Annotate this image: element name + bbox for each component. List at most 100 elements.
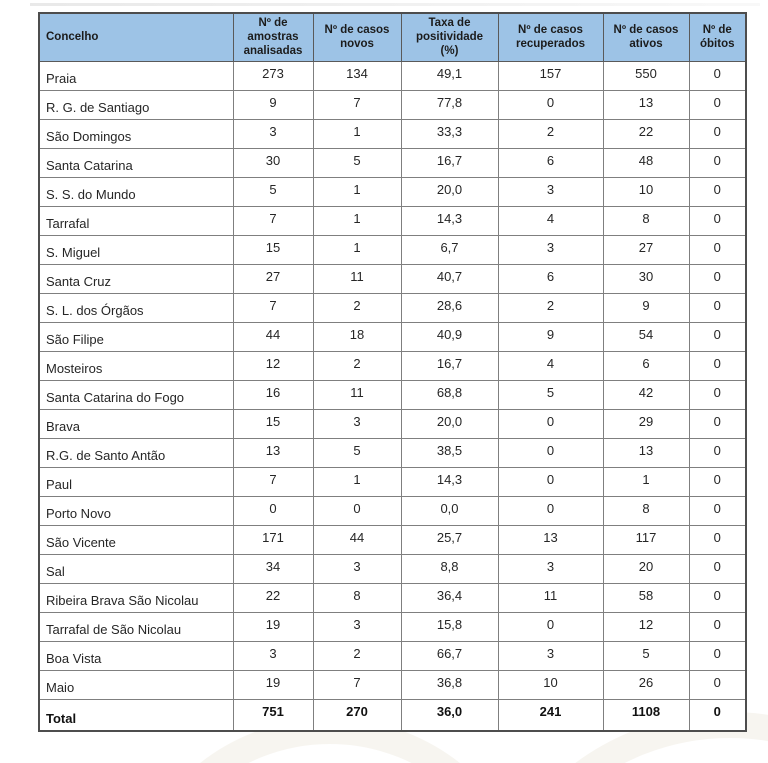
cell-casos-novos: 11 — [312, 264, 402, 295]
cell-taxa-positividade: 20,0 — [400, 409, 499, 440]
cell-taxa-positividade: 68,8 — [400, 380, 499, 411]
cell-casos-novos: 134 — [312, 61, 402, 92]
cell-casos-novos: 2 — [312, 641, 402, 672]
cell-taxa-positividade: 20,0 — [400, 177, 499, 208]
cell-taxa-positividade: 16,7 — [400, 351, 499, 382]
cell-obitos: 0 — [688, 351, 747, 382]
cell-amostras-analisadas: 7 — [232, 293, 314, 324]
cell-amostras-analisadas: 3 — [232, 119, 314, 150]
cell-casos-ativos: 27 — [602, 235, 690, 266]
cell-obitos: 0 — [688, 554, 747, 585]
cell-casos-recuperados: 10 — [497, 670, 604, 701]
table-row: S. Miguel 15 1 6,7 3 27 0 — [38, 235, 747, 266]
cell-casos-ativos: 54 — [602, 322, 690, 353]
cell-obitos: 0 — [688, 583, 747, 614]
cell-amostras-analisadas: 19 — [232, 612, 314, 643]
cell-taxa-positividade: 40,9 — [400, 322, 499, 353]
cell-taxa-positividade: 77,8 — [400, 90, 499, 121]
cell-obitos: 0 — [688, 612, 747, 643]
cell-casos-novos: 2 — [312, 293, 402, 324]
table-row: Maio 19 7 36,8 10 26 0 — [38, 670, 747, 701]
cell-concelho: Praia — [38, 61, 234, 92]
cell-casos-recuperados: 241 — [497, 699, 604, 732]
cell-amostras-analisadas: 5 — [232, 177, 314, 208]
table-row: São Filipe 44 18 40,9 9 54 0 — [38, 322, 747, 353]
cell-taxa-positividade: 36,8 — [400, 670, 499, 701]
cell-casos-novos: 3 — [312, 409, 402, 440]
cell-taxa-positividade: 40,7 — [400, 264, 499, 295]
table-total-row: Total 751 270 36,0 241 1108 0 — [38, 699, 747, 732]
cell-casos-recuperados: 3 — [497, 235, 604, 266]
cell-casos-recuperados: 11 — [497, 583, 604, 614]
cell-taxa-positividade: 8,8 — [400, 554, 499, 585]
cell-taxa-positividade: 33,3 — [400, 119, 499, 150]
cell-amostras-analisadas: 34 — [232, 554, 314, 585]
cell-casos-recuperados: 157 — [497, 61, 604, 92]
cell-obitos: 0 — [688, 438, 747, 469]
cell-casos-ativos: 550 — [602, 61, 690, 92]
cell-concelho: Porto Novo — [38, 496, 234, 527]
cell-concelho: S. Miguel — [38, 235, 234, 266]
cell-casos-ativos: 10 — [602, 177, 690, 208]
cell-casos-novos: 44 — [312, 525, 402, 556]
cell-casos-recuperados: 5 — [497, 380, 604, 411]
table-body: Praia 273 134 49,1 157 550 0 R. G. de Santiago 9… — [38, 61, 747, 732]
column-header-amostras-analisadas: Nº de amostras analisadas — [232, 12, 314, 63]
cell-casos-ativos: 13 — [602, 90, 690, 121]
cell-concelho: Santa Catarina — [38, 148, 234, 179]
cell-obitos: 0 — [688, 293, 747, 324]
cell-taxa-positividade: 36,0 — [400, 699, 499, 732]
cell-casos-recuperados: 3 — [497, 554, 604, 585]
cell-obitos: 0 — [688, 264, 747, 295]
cell-casos-recuperados: 6 — [497, 264, 604, 295]
table-row: Praia 273 134 49,1 157 550 0 — [38, 61, 747, 92]
cell-taxa-positividade: 28,6 — [400, 293, 499, 324]
cell-amostras-analisadas: 0 — [232, 496, 314, 527]
table-row: Brava 15 3 20,0 0 29 0 — [38, 409, 747, 440]
cell-obitos: 0 — [688, 119, 747, 150]
cell-amostras-analisadas: 15 — [232, 409, 314, 440]
cell-concelho: S. L. dos Órgãos — [38, 293, 234, 324]
cell-casos-ativos: 8 — [602, 206, 690, 237]
cell-concelho: Sal — [38, 554, 234, 585]
table-row: Santa Cruz 27 11 40,7 6 30 0 — [38, 264, 747, 295]
cell-concelho: São Vicente — [38, 525, 234, 556]
cell-casos-ativos: 42 — [602, 380, 690, 411]
cell-obitos: 0 — [688, 322, 747, 353]
cell-casos-ativos: 1108 — [602, 699, 690, 732]
cell-amostras-analisadas: 7 — [232, 206, 314, 237]
cell-obitos: 0 — [688, 641, 747, 672]
cell-casos-ativos: 20 — [602, 554, 690, 585]
cell-taxa-positividade: 14,3 — [400, 206, 499, 237]
cell-casos-recuperados: 6 — [497, 148, 604, 179]
cell-concelho: Paul — [38, 467, 234, 498]
cell-amostras-analisadas: 15 — [232, 235, 314, 266]
cell-amostras-analisadas: 273 — [232, 61, 314, 92]
cell-casos-novos: 0 — [312, 496, 402, 527]
cell-concelho: São Domingos — [38, 119, 234, 150]
cell-obitos: 0 — [688, 61, 747, 92]
cell-taxa-positividade: 6,7 — [400, 235, 499, 266]
cell-concelho: Total — [38, 699, 234, 732]
cell-casos-ativos: 13 — [602, 438, 690, 469]
table-row: R. G. de Santiago 9 7 77,8 0 13 0 — [38, 90, 747, 121]
cell-concelho: São Filipe — [38, 322, 234, 353]
cell-amostras-analisadas: 13 — [232, 438, 314, 469]
cell-obitos: 0 — [688, 90, 747, 121]
column-header-concelho: Concelho — [38, 12, 234, 63]
cell-casos-novos: 8 — [312, 583, 402, 614]
cell-concelho: Maio — [38, 670, 234, 701]
cell-amostras-analisadas: 22 — [232, 583, 314, 614]
cell-obitos: 0 — [688, 148, 747, 179]
cell-casos-ativos: 117 — [602, 525, 690, 556]
cell-concelho: Brava — [38, 409, 234, 440]
cell-casos-novos: 270 — [312, 699, 402, 732]
table-row: São Vicente 171 44 25,7 13 117 0 — [38, 525, 747, 556]
cell-taxa-positividade: 36,4 — [400, 583, 499, 614]
cell-casos-ativos: 8 — [602, 496, 690, 527]
cell-casos-ativos: 22 — [602, 119, 690, 150]
cell-casos-ativos: 29 — [602, 409, 690, 440]
table-row: Ribeira Brava São Nicolau 22 8 36,4 11 58 0 — [38, 583, 747, 614]
table-row: S. L. dos Órgãos 7 2 28,6 2 9 0 — [38, 293, 747, 324]
cell-casos-novos: 11 — [312, 380, 402, 411]
